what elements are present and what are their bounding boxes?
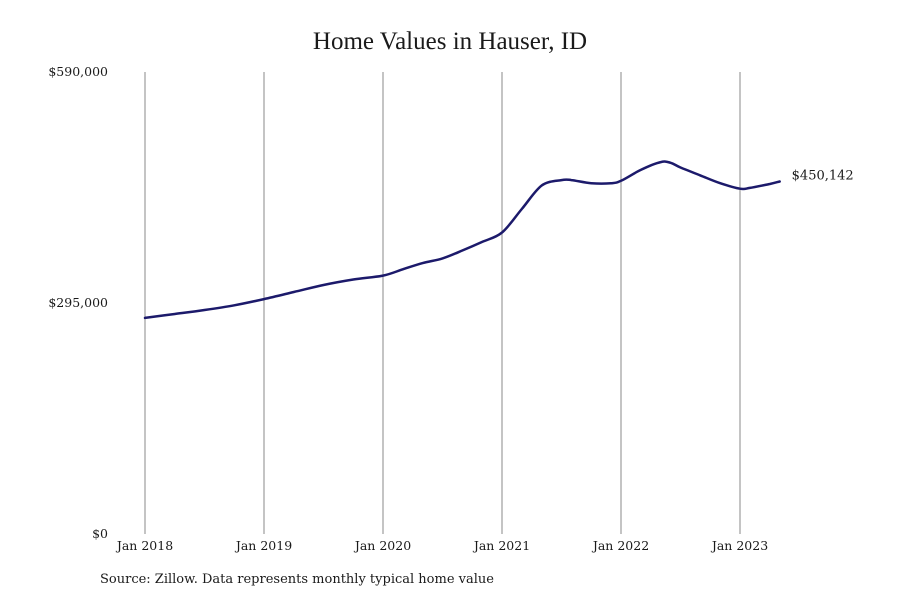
y-tick-label: $0 (92, 526, 108, 541)
x-tick-label: Jan 2023 (710, 538, 768, 553)
x-tick-label: Jan 2019 (234, 538, 292, 553)
x-tick-label: Jan 2021 (472, 538, 530, 553)
x-tick-label: Jan 2018 (115, 538, 173, 553)
grid-layer (144, 72, 741, 534)
y-tick-label: $295,000 (48, 295, 108, 310)
y-tick-label: $590,000 (48, 64, 108, 79)
series-line (143, 160, 781, 320)
end-value-label: $450,142 (792, 169, 854, 184)
x-tick-label: Jan 2022 (591, 538, 649, 553)
chart-title: Home Values in Hauser, ID (312, 28, 588, 55)
x-tick-label: Jan 2020 (353, 538, 411, 553)
source-note: Source: Zillow. Data represents monthly … (100, 572, 494, 587)
axis-layer: Jan 2018 Jan 2019 Jan 2020 Jan 2021 Jan 2022… (48, 64, 768, 553)
series-layer: $450,142 (143, 160, 854, 320)
